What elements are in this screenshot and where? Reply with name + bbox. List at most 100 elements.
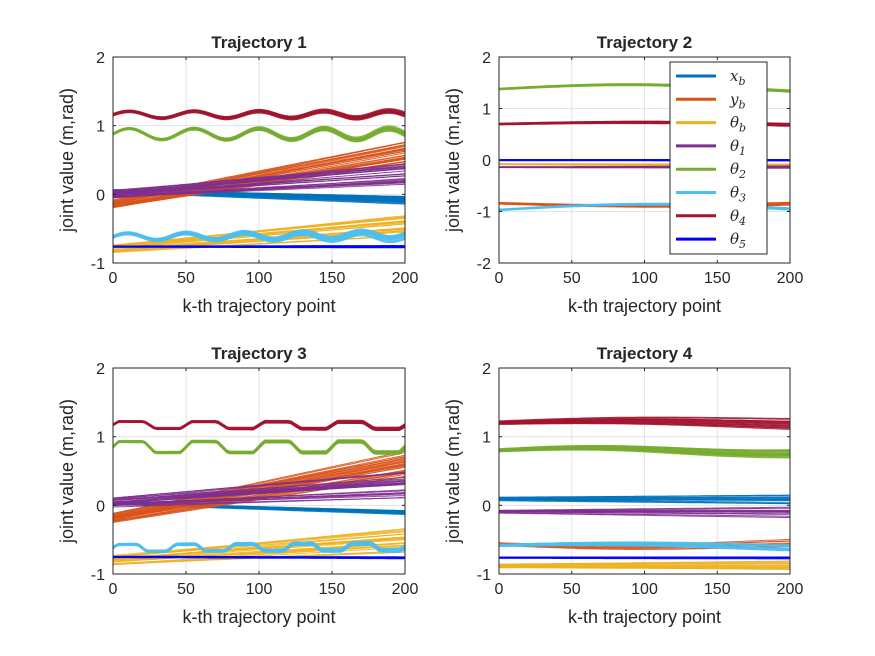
series-line [113, 157, 405, 207]
y-axis-label: joint value (m,rad) [443, 88, 463, 233]
x-tick-label: 200 [777, 581, 804, 598]
series-line [499, 416, 790, 422]
legend-entry-label: θ2 [730, 160, 746, 181]
series-line [113, 235, 405, 253]
y-tick-label: 2 [96, 361, 105, 378]
series-group [113, 419, 405, 566]
x-tick-label: 200 [392, 581, 419, 598]
series-line [499, 541, 790, 546]
series-line [499, 506, 790, 511]
series-line [113, 541, 405, 551]
x-axis-label: k-th trajectory point [568, 296, 721, 316]
legend-entry-label: θ1 [730, 137, 746, 158]
y-tick-label: 0 [96, 187, 105, 204]
legend-box [669, 61, 768, 255]
series-line [499, 445, 790, 451]
x-tick-label: 150 [319, 270, 346, 287]
y-axis-label: joint value (m,rad) [57, 399, 77, 544]
series-line [113, 542, 405, 563]
series-line [113, 476, 405, 501]
series-line [113, 440, 405, 453]
legend-entry-label: θb [730, 114, 746, 135]
series-line [499, 562, 790, 566]
chart-title: Trajectory 3 [211, 344, 306, 363]
y-tick-label: 0 [482, 498, 491, 515]
series-line [499, 496, 790, 499]
series-line [499, 560, 790, 565]
x-tick-label: 200 [777, 270, 804, 287]
x-tick-label: 150 [319, 581, 346, 598]
series-line [499, 507, 790, 512]
x-tick-label: 100 [246, 581, 273, 598]
y-tick-label: 0 [96, 498, 105, 515]
legend-entry-label: θ3 [730, 184, 746, 205]
series-line [113, 457, 405, 517]
series-line [113, 168, 405, 193]
y-tick-label: -1 [91, 567, 105, 584]
legend-entry-label: xb [730, 67, 746, 88]
series-line [499, 566, 790, 569]
series-line [499, 417, 790, 423]
series-line [499, 511, 790, 515]
y-tick-label: -1 [477, 567, 491, 584]
y-tick-label: 2 [96, 50, 105, 67]
x-tick-label: 50 [563, 581, 581, 598]
x-tick-label: 0 [495, 581, 504, 598]
chart-title: Trajectory 1 [211, 33, 306, 52]
y-tick-label: 0 [482, 153, 491, 170]
series-line [499, 423, 790, 430]
legend-entry-label: θ5 [730, 230, 746, 251]
x-tick-label: 100 [246, 270, 273, 287]
x-axis-label: k-th trajectory point [182, 607, 335, 627]
y-axis-label: joint value (m,rad) [57, 88, 77, 233]
chart-title: Trajectory 2 [597, 33, 692, 52]
series-group [113, 108, 405, 253]
x-tick-label: 0 [109, 270, 118, 287]
series-line [113, 480, 405, 501]
series-line [113, 469, 405, 520]
y-tick-label: 2 [482, 50, 491, 67]
legend-entry-label: θ4 [730, 207, 746, 228]
y-tick-label: 1 [96, 119, 105, 136]
legend-entry-label: yb [729, 90, 746, 111]
series-line [113, 175, 405, 196]
series-line [499, 446, 790, 453]
series-line [113, 126, 405, 140]
y-tick-label: 2 [482, 361, 491, 378]
series-line [499, 420, 790, 425]
y-tick-label: -1 [91, 256, 105, 273]
series-line [113, 472, 405, 500]
y-tick-label: -2 [477, 256, 491, 273]
series-group [499, 416, 790, 570]
x-axis-label: k-th trajectory point [182, 296, 335, 316]
series-line [499, 422, 790, 428]
x-tick-label: 0 [109, 581, 118, 598]
series-line [499, 498, 790, 501]
series-line [113, 179, 405, 197]
y-tick-label: 1 [482, 430, 491, 447]
subplot-2: 0 50 100 150 200 -2 -1 0 1 2 Trajectory 2 k-th traj… [443, 33, 803, 316]
y-tick-label: -1 [477, 205, 491, 222]
series-line [113, 471, 405, 522]
chart-title: Trajectory 4 [597, 344, 693, 363]
x-tick-label: 50 [177, 270, 195, 287]
y-tick-label: 1 [96, 430, 105, 447]
x-tick-label: 50 [177, 581, 195, 598]
series-line [113, 180, 405, 198]
series-line [113, 164, 405, 193]
series-line [113, 125, 405, 139]
y-tick-label: 1 [482, 102, 491, 119]
series-line [113, 245, 405, 247]
x-tick-label: 0 [495, 270, 504, 287]
x-tick-label: 50 [563, 270, 581, 287]
series-line [113, 420, 405, 429]
x-tick-label: 100 [631, 270, 658, 287]
series-line [499, 512, 790, 519]
x-tick-label: 150 [704, 581, 731, 598]
